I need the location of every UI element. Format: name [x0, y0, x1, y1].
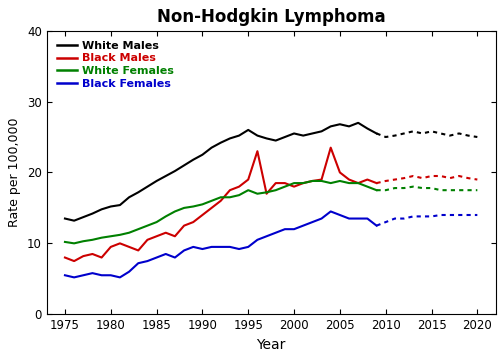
Title: Non-Hodgkin Lymphoma: Non-Hodgkin Lymphoma: [157, 8, 386, 26]
Y-axis label: Rate per 100,000: Rate per 100,000: [9, 118, 21, 227]
Legend: White Males, Black Males, White Females, Black Females: White Males, Black Males, White Females,…: [52, 36, 178, 94]
X-axis label: Year: Year: [257, 338, 286, 352]
